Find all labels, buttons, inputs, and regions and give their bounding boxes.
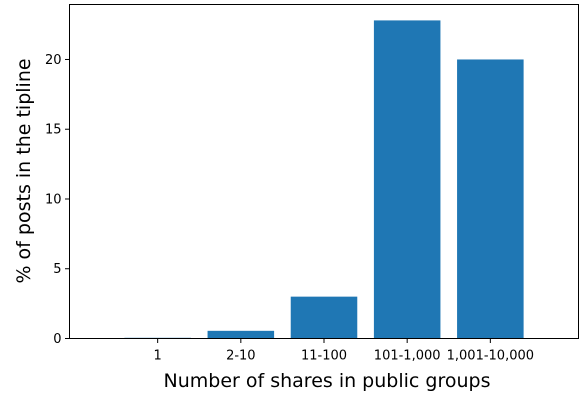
bar-group <box>124 20 524 339</box>
x-tick-label-1: 2-10 <box>226 349 256 364</box>
y-tick-label-0: 0 <box>53 332 61 347</box>
x-axis-ticks: 1 2-10 11-100 101-1,000 1,001-10,000 <box>154 338 534 364</box>
y-tick-label-3: 15 <box>45 123 62 138</box>
x-tick-label-4: 1,001-10,000 <box>447 349 534 364</box>
x-tick-label-0: 1 <box>154 349 162 364</box>
bar-3 <box>373 20 441 339</box>
y-axis-ticks: 0 5 10 15 20 <box>45 53 70 347</box>
y-axis-label: % of posts in the tipline <box>13 58 35 283</box>
bar-4 <box>457 59 524 339</box>
y-tick-label-2: 10 <box>45 192 62 207</box>
x-tick-label-2: 11-100 <box>301 349 347 364</box>
x-axis-label: Number of shares in public groups <box>164 370 491 392</box>
y-tick-label-1: 5 <box>53 262 61 277</box>
bar-1 <box>207 330 275 339</box>
bar-2 <box>290 296 358 339</box>
x-tick-label-3: 101-1,000 <box>374 349 441 364</box>
y-tick-label-4: 20 <box>45 53 62 68</box>
